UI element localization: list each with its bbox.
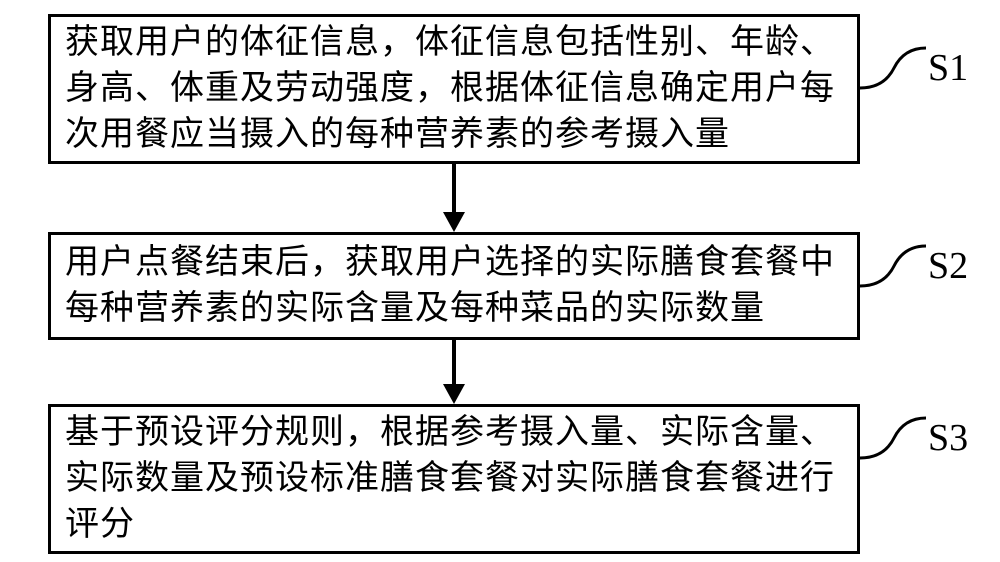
step-box-s2: 用户点餐结束后，获取用户选择的实际膳食套餐中每种营养素的实际含量及每种菜品的实际…: [48, 232, 860, 340]
step-text-s2: 用户点餐结束后，获取用户选择的实际膳食套餐中每种营养素的实际含量及每种菜品的实际…: [65, 240, 843, 332]
step-box-s1: 获取用户的体征信息，体征信息包括性别、年龄、身高、体重及劳动强度，根据体征信息确…: [48, 14, 860, 164]
label-curve-s2: [860, 238, 930, 298]
arrow-s1-s2-line: [452, 164, 456, 214]
step-text-s3: 基于预设评分规则，根据参考摄入量、实际含量、实际数量及预设标准膳食套餐对实际膳食…: [65, 410, 843, 548]
step-box-s3: 基于预设评分规则，根据参考摄入量、实际含量、实际数量及预设标准膳食套餐对实际膳食…: [48, 404, 860, 554]
arrow-s1-s2-head: [443, 212, 465, 232]
label-curve-s3: [860, 410, 930, 470]
step-label-s1: S1: [928, 46, 968, 90]
arrow-s2-s3-line: [452, 340, 456, 386]
arrow-s2-s3-head: [443, 384, 465, 404]
label-curve-s1: [860, 40, 930, 100]
flowchart-canvas: 获取用户的体征信息，体征信息包括性别、年龄、身高、体重及劳动强度，根据体征信息确…: [0, 0, 1000, 562]
step-text-s1: 获取用户的体征信息，体征信息包括性别、年龄、身高、体重及劳动强度，根据体征信息确…: [65, 20, 843, 158]
step-label-s2: S2: [928, 244, 968, 288]
step-label-s3: S3: [928, 416, 968, 460]
